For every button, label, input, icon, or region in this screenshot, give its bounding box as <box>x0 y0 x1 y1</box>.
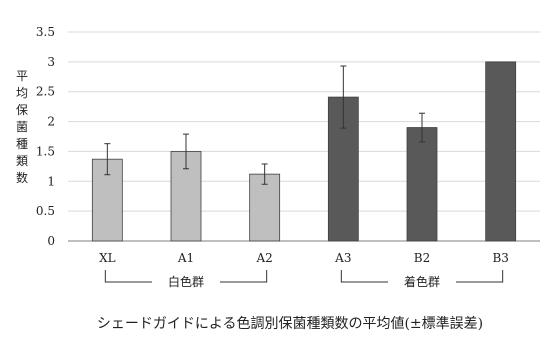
x-tick-label: A3 <box>334 251 351 265</box>
y-axis-label-char: 数 <box>16 170 28 185</box>
y-tick-label: 0.5 <box>36 204 55 218</box>
y-tick-label: 1 <box>47 174 55 188</box>
y-axis-label-char: 平 <box>16 69 28 83</box>
x-tick-label: B2 <box>414 251 430 265</box>
y-axis-label-char: 均 <box>16 86 28 100</box>
y-tick-label: 3 <box>47 55 55 69</box>
gridlines <box>68 31 540 242</box>
chart-caption: シェードガイドによる色調別保菌種類数の平均値(±標準誤差) <box>97 315 483 332</box>
group-bracket <box>104 270 268 283</box>
y-axis-label-char: 菌 <box>16 120 28 134</box>
x-tick-label: XL <box>99 251 116 265</box>
group-bracket <box>340 270 504 283</box>
bar-a2 <box>249 173 281 242</box>
y-tick-label: 0 <box>47 234 55 248</box>
x-axis-ticks: XL A1 A2 A3 B2 B3 <box>99 251 509 265</box>
y-tick-label: 3.5 <box>36 25 55 39</box>
y-axis-label-char: 保 <box>16 103 28 117</box>
x-tick-label: A2 <box>256 251 273 265</box>
y-tick-label: 2.5 <box>36 85 55 99</box>
group-label: 白色群 <box>168 274 204 289</box>
y-axis-label-char: 類 <box>16 154 28 168</box>
y-axis-ticks: 0 0.5 1 1.5 2 2.5 3 3.5 <box>36 25 55 248</box>
y-tick-label: 2 <box>47 115 55 129</box>
y-tick-label: 1.5 <box>36 144 55 158</box>
bar-a3 <box>327 96 359 242</box>
error-bars <box>104 65 425 185</box>
group-brackets: 白色群 着色群 <box>104 270 504 289</box>
x-tick-label: B3 <box>492 251 508 265</box>
x-tick-label: A1 <box>177 251 194 265</box>
group-label: 着色群 <box>404 274 440 289</box>
bar-b2 <box>406 127 438 242</box>
y-axis-label-char: 種 <box>16 137 28 151</box>
bar-b3 <box>485 61 517 242</box>
